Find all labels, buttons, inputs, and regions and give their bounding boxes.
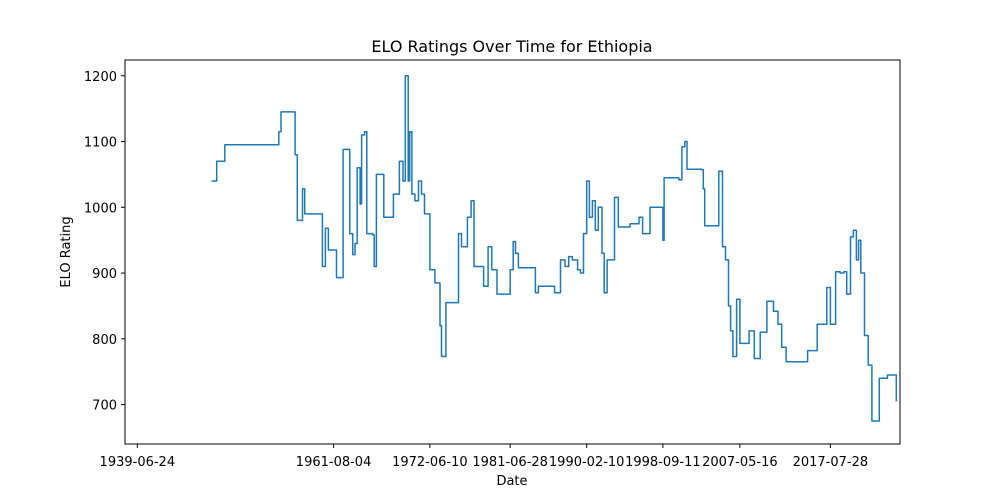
y-axis-label: ELO Rating (59, 216, 74, 287)
y-tick-label: 1000 (84, 201, 117, 216)
y-tick-label: 1100 (84, 136, 117, 151)
x-tick-label: 1972-06-10 (392, 455, 468, 470)
axes-frame (124, 59, 901, 445)
y-tick-label: 900 (92, 267, 117, 282)
chart-title: ELO Ratings Over Time for Ethiopia (371, 37, 652, 56)
y-tick-label: 800 (92, 333, 117, 348)
x-tick-label: 2007-05-16 (702, 455, 778, 470)
y-axis-ticks: 700 800 900 1000 1100 1200 (84, 70, 125, 414)
x-tick-label: 1981-06-28 (472, 455, 548, 470)
x-tick-label: 2017-07-28 (793, 455, 869, 470)
x-tick-label: 1961-08-04 (296, 455, 372, 470)
x-axis-label: Date (496, 474, 527, 489)
series-line-0 (211, 75, 898, 422)
x-tick-label: 1998-09-11 (625, 455, 701, 470)
x-axis-ticks: 1939-06-24 1961-08-04 1972-06-10 1981-06-28… (100, 444, 869, 470)
x-tick-label: 1939-06-24 (100, 455, 176, 470)
y-tick-label: 1200 (84, 70, 117, 85)
y-tick-label: 700 (92, 399, 117, 414)
plot-area (211, 75, 898, 422)
x-tick-label: 1990-02-10 (549, 455, 625, 470)
